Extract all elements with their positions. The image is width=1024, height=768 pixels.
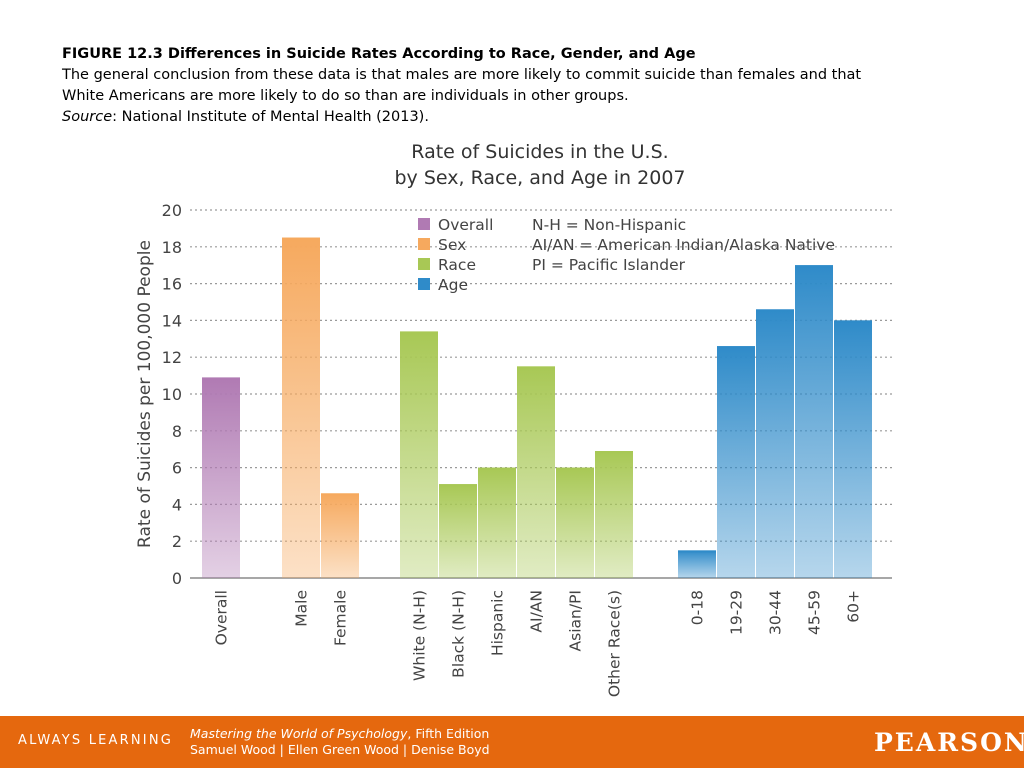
bar-top-edge xyxy=(282,237,320,240)
bar xyxy=(282,237,320,578)
bar xyxy=(478,467,516,578)
bar-top-edge xyxy=(595,451,633,454)
bar xyxy=(517,366,555,578)
x-tick-label: Overall xyxy=(213,590,231,645)
bar xyxy=(795,265,833,578)
bar xyxy=(717,346,755,578)
x-tick-label: 45-59 xyxy=(806,590,824,635)
book-edition: , Fifth Edition xyxy=(407,726,490,741)
abbreviation-note: AI/AN = American Indian/Alaska Native xyxy=(532,236,835,254)
y-tick-label: 20 xyxy=(162,201,182,220)
chart-container: Rate of Suicides in the U.S. by Sex, Race… xyxy=(120,128,920,708)
caption-body-line-1: The general conclusion from these data i… xyxy=(62,67,862,83)
y-tick-label: 4 xyxy=(172,495,182,514)
bar xyxy=(202,377,240,578)
book-authors: Samuel Wood | Ellen Green Wood | Denise … xyxy=(190,742,490,757)
caption-source: Source: National Institute of Mental Hea… xyxy=(62,107,1002,128)
bar-top-edge xyxy=(756,309,794,312)
legend-swatch xyxy=(418,218,430,230)
y-tick-label: 16 xyxy=(162,275,182,294)
pearson-logo: PEARSON xyxy=(874,728,1024,757)
bar xyxy=(678,550,716,578)
x-tick-label: Female xyxy=(332,590,350,646)
legend-label: Overall xyxy=(438,216,493,234)
caption-body-line-2: White Americans are more likely to do so… xyxy=(62,88,629,104)
y-tick-label: 2 xyxy=(172,532,182,551)
y-tick-label: 10 xyxy=(162,385,182,404)
source-label: Source xyxy=(62,109,113,125)
bar-top-edge xyxy=(717,346,755,349)
bar-top-edge xyxy=(556,467,594,470)
bar xyxy=(834,320,872,578)
bar-top-edge xyxy=(321,493,359,496)
bar-chart: Rate of Suicides in the U.S. by Sex, Race… xyxy=(135,141,892,697)
abbreviation-note: N-H = Non-Hispanic xyxy=(532,216,686,234)
bar-top-edge xyxy=(202,377,240,380)
bar-top-edge xyxy=(439,484,477,487)
bar xyxy=(321,493,359,578)
book-credit: Mastering the World of Psychology, Fifth… xyxy=(190,726,490,758)
bar-top-edge xyxy=(678,550,716,553)
legend-swatch xyxy=(418,258,430,270)
x-tick-label: Black (N-H) xyxy=(450,590,468,678)
x-tick-label: 60+ xyxy=(845,590,863,623)
x-tick-label: 19-29 xyxy=(728,590,746,635)
x-tick-label: 30-44 xyxy=(767,590,785,635)
bar-top-edge xyxy=(795,265,833,268)
y-tick-label: 14 xyxy=(162,311,182,330)
footer-bar: ALWAYS LEARNING Mastering the World of P… xyxy=(0,716,1024,768)
x-tick-label: Asian/PI xyxy=(567,590,585,651)
y-tick-label: 6 xyxy=(172,459,182,478)
bar xyxy=(400,331,438,578)
book-title: Mastering the World of Psychology xyxy=(190,726,408,741)
legend-label: Sex xyxy=(438,236,466,254)
abbreviation-note: PI = Pacific Islander xyxy=(532,256,686,274)
figure-title: FIGURE 12.3 Differences in Suicide Rates… xyxy=(62,46,696,62)
y-axis-label: Rate of Suicides per 100,000 People xyxy=(135,240,155,548)
x-tick-label: 0-18 xyxy=(689,590,707,625)
bar xyxy=(595,451,633,578)
x-tick-label: Other Race(s) xyxy=(606,590,624,697)
always-learning-tagline: ALWAYS LEARNING xyxy=(18,733,174,748)
bar-top-edge xyxy=(400,331,438,334)
legend-label: Race xyxy=(438,256,476,274)
bar-top-edge xyxy=(517,366,555,369)
y-tick-label: 18 xyxy=(162,238,182,257)
legend-label: Age xyxy=(438,276,468,294)
y-tick-label: 12 xyxy=(162,348,182,367)
bar xyxy=(556,467,594,578)
chart-title-line-2: by Sex, Race, and Age in 2007 xyxy=(394,167,685,189)
bar-top-edge xyxy=(478,467,516,470)
bar xyxy=(439,484,477,578)
x-tick-label: White (N-H) xyxy=(411,590,429,681)
x-tick-label: AI/AN xyxy=(528,590,546,633)
source-text: : National Institute of Mental Health (2… xyxy=(112,109,429,125)
y-tick-label: 8 xyxy=(172,422,182,441)
bar xyxy=(756,309,794,578)
y-tick-label: 0 xyxy=(172,569,182,588)
legend-swatch xyxy=(418,238,430,250)
bar-top-edge xyxy=(834,320,872,323)
x-tick-label: Male xyxy=(293,590,311,627)
x-tick-label: Hispanic xyxy=(489,590,507,656)
figure-caption: FIGURE 12.3 Differences in Suicide Rates… xyxy=(62,44,1002,128)
chart-title-line-1: Rate of Suicides in the U.S. xyxy=(411,141,668,163)
legend-swatch xyxy=(418,278,430,290)
